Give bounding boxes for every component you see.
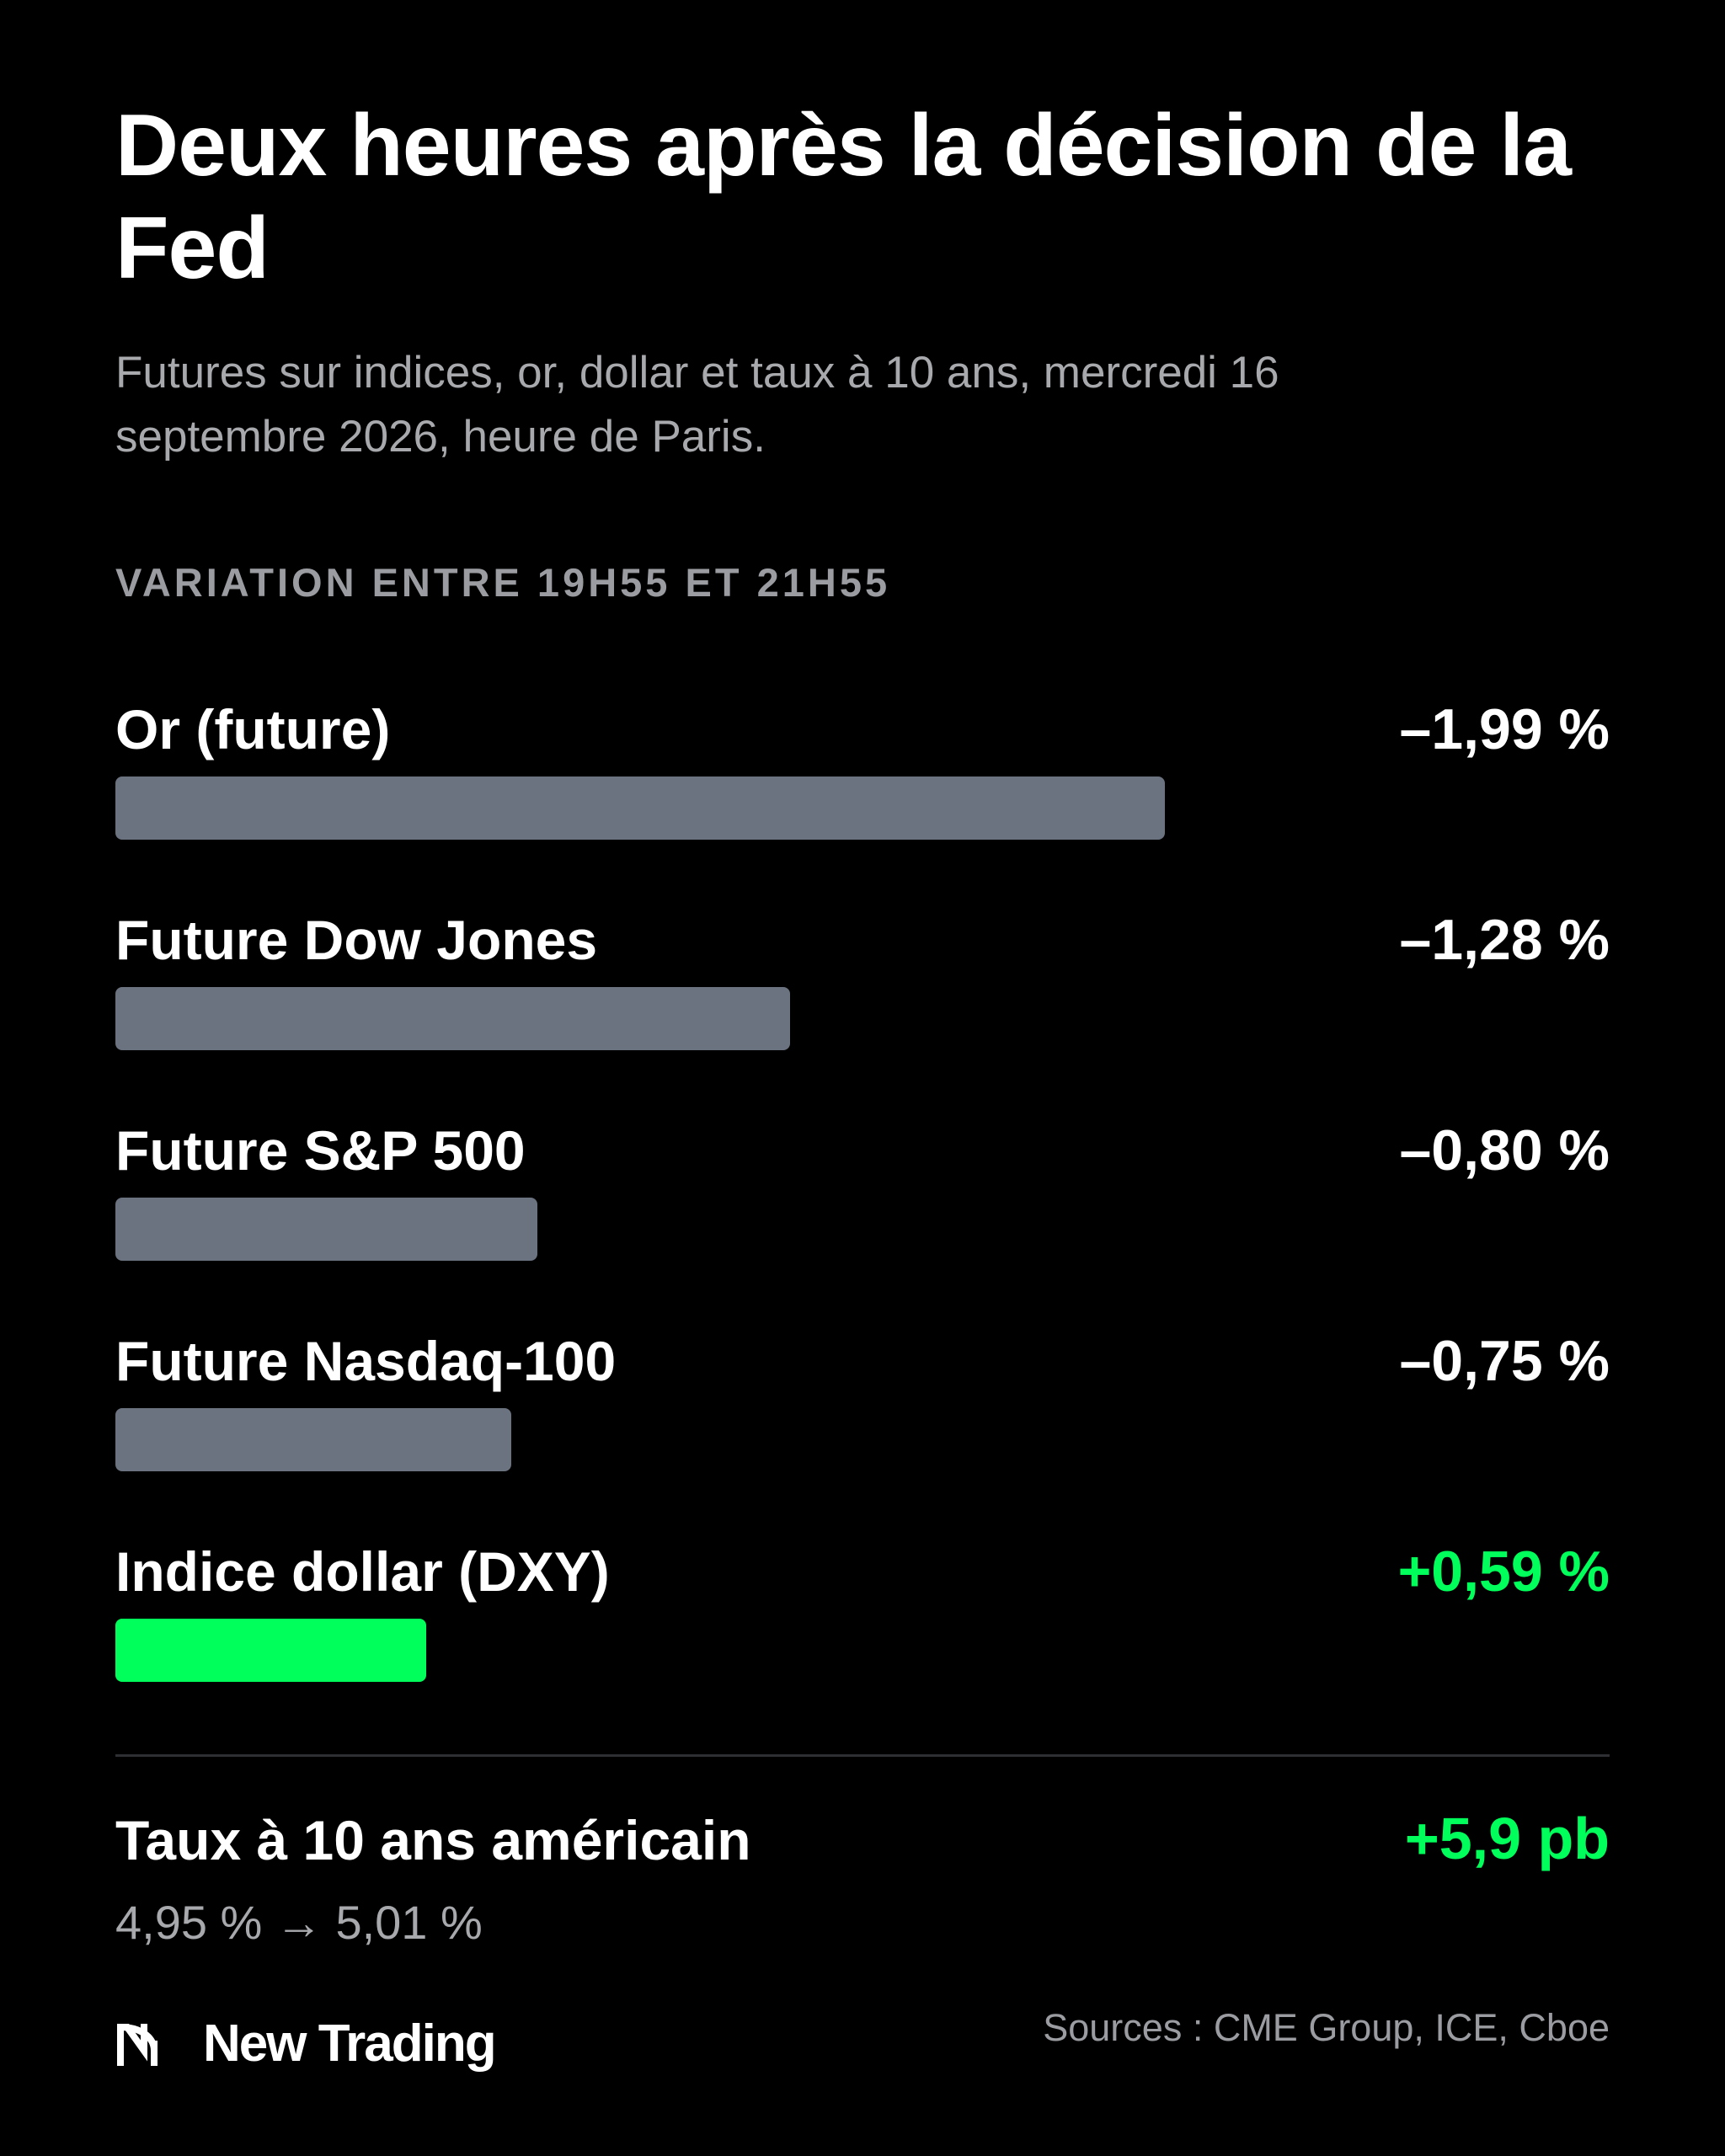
category-label: Future S&P 500 [115, 1119, 526, 1182]
category-label: Or (future) [115, 698, 391, 760]
section-divider [115, 1754, 1610, 1757]
category-label: Future Nasdaq-100 [115, 1330, 617, 1392]
bar [115, 1408, 511, 1471]
rate-detail: 4,95 % → 5,01 % [115, 1896, 483, 1949]
value-label: –0,80 % [1399, 1118, 1610, 1182]
chart-row: Future Dow Jones –1,28 % [115, 906, 1610, 1075]
rate-label: Taux à 10 ans américain [115, 1809, 751, 1871]
chart-title: VARIATION ENTRE 19H55 ET 21H55 [115, 560, 891, 605]
category-label: Future Dow Jones [115, 909, 598, 971]
chart-row: Indice dollar (DXY) +0,59 % [115, 1538, 1610, 1706]
value-label: –0,75 % [1399, 1329, 1610, 1393]
page-subtitle: Futures sur indices, or, dollar et taux … [115, 348, 1279, 462]
chart-row: Or (future) –1,99 % [115, 696, 1610, 864]
page-title: Deux heures après la décision de la Fed [115, 97, 1572, 297]
chart-row: Future Nasdaq-100 –0,75 % [115, 1327, 1610, 1496]
value-label: +0,59 % [1397, 1540, 1610, 1604]
new-trading-logo-icon [117, 2024, 158, 2066]
chart-row: Future S&P 500 –0,80 % [115, 1117, 1610, 1285]
rate-value: +5,9 pb [1404, 1806, 1610, 1871]
brand: New Trading [115, 2010, 497, 2078]
category-label: Indice dollar (DXY) [115, 1540, 610, 1603]
bar [115, 1619, 426, 1682]
value-label: –1,99 % [1399, 697, 1610, 761]
brand-name: New Trading [203, 2015, 497, 2073]
sources-note: Sources : CME Group, ICE, Cboe [1043, 2006, 1610, 2049]
bar [115, 987, 790, 1050]
value-label: –1,28 % [1399, 908, 1610, 972]
bar [115, 1198, 537, 1261]
bar [115, 776, 1165, 840]
